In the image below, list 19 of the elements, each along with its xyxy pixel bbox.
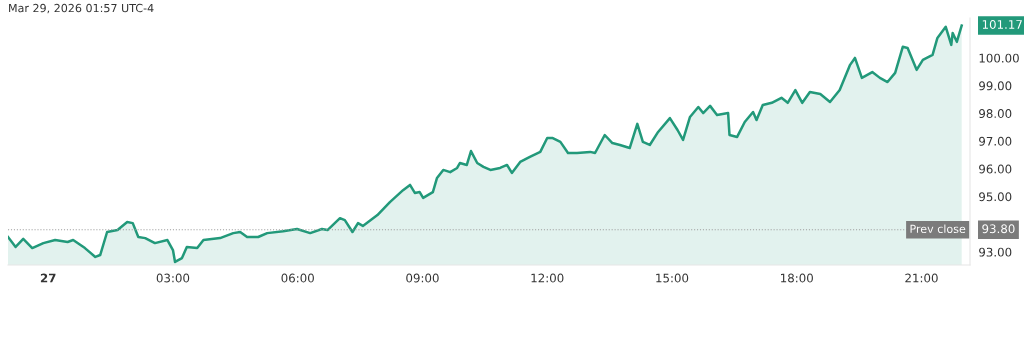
x-tick-label: 21:00 (905, 273, 938, 283)
x-tick-label: 27 (40, 273, 56, 283)
x-tick-label: 12:00 (531, 273, 564, 283)
x-tick-label: 09:00 (406, 273, 439, 283)
x-tick-label: 06:00 (281, 273, 314, 283)
y-tick-label: 93.00 (979, 247, 1012, 257)
y-tick-label: 98.00 (979, 109, 1012, 119)
chart-title: Mar 29, 2026 01:57 UTC-4 (9, 3, 154, 14)
y-tick-label: 96.00 (979, 164, 1012, 174)
ref-line-label: Prev close (910, 224, 966, 234)
y-tick-label: 99.00 (979, 81, 1012, 91)
x-tick-label: 18:00 (781, 273, 813, 283)
annotation: 101.17 (982, 19, 1022, 29)
x-tick-label: 03:00 (156, 273, 190, 283)
y-tick-label: 95.00 (979, 192, 1012, 202)
x-tick-label: 15:00 (656, 273, 689, 283)
text: 93.80 (982, 224, 1015, 234)
y-tick-label: 100.00 (979, 53, 1019, 63)
y-tick-label: 97.00 (979, 136, 1012, 146)
